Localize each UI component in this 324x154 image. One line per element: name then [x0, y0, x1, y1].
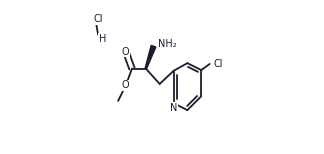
Text: O: O: [122, 47, 130, 57]
Text: O: O: [122, 81, 130, 90]
Text: N: N: [170, 103, 177, 113]
Text: NH₂: NH₂: [158, 39, 176, 49]
Text: H: H: [99, 34, 106, 44]
Polygon shape: [145, 45, 156, 69]
Text: Cl: Cl: [93, 14, 103, 24]
Text: Cl: Cl: [214, 59, 223, 69]
